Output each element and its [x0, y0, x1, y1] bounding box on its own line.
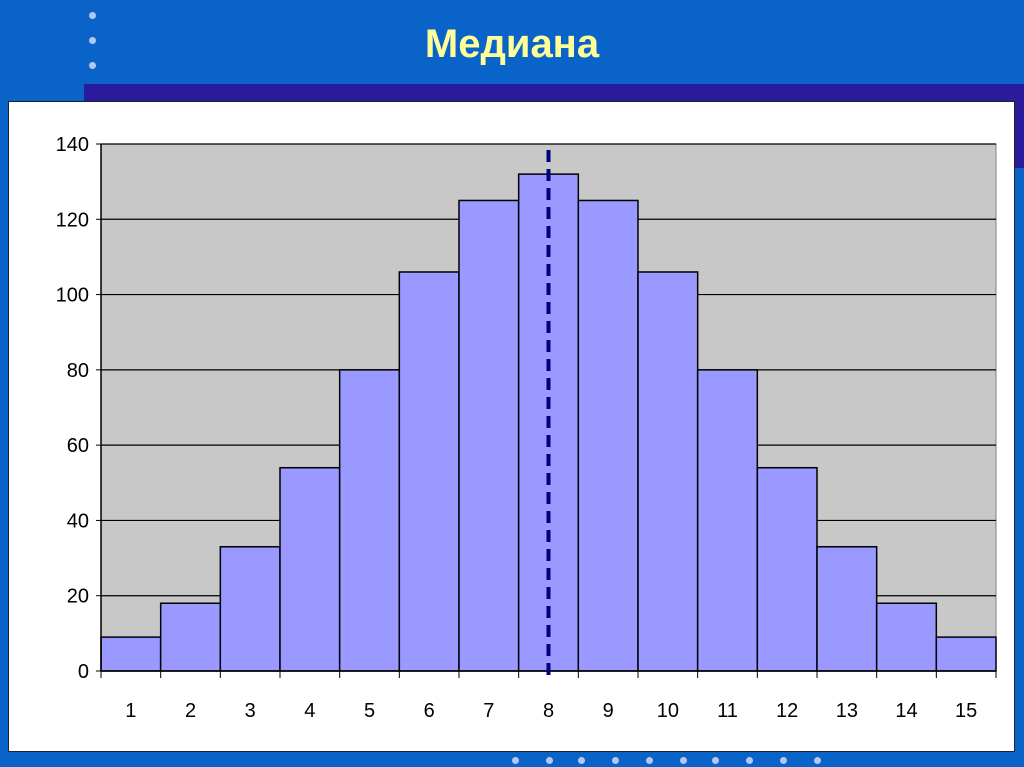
- decor-dot: [578, 757, 585, 764]
- bar-14: [875, 602, 938, 672]
- y-tick-label: 120: [56, 209, 89, 231]
- x-tick-label: 7: [483, 700, 494, 722]
- decor-dot: [89, 12, 96, 19]
- decor-dot: [680, 757, 687, 764]
- y-tick-label: 100: [56, 285, 89, 307]
- bar-2: [159, 602, 222, 672]
- x-tick-label: 2: [185, 700, 196, 722]
- bar-4: [279, 466, 341, 672]
- y-tick-label: 80: [67, 360, 89, 382]
- chart-area: 0 20 40 60 80 100 120 140 1 2 3 4 5 6 7 8 9 10 11 12 13 14 15: [8, 101, 1015, 752]
- x-tick-label: 13: [836, 700, 858, 722]
- x-tick-label: 11: [717, 700, 738, 722]
- y-tick-label: 60: [67, 435, 89, 457]
- x-tick-label: 10: [657, 700, 679, 722]
- y-tick-label: 140: [56, 134, 89, 156]
- bar-10: [637, 271, 699, 672]
- bar-11: [696, 369, 759, 672]
- bar-7: [458, 199, 520, 672]
- decor-dot: [712, 757, 719, 764]
- x-tick-label: 6: [424, 700, 435, 722]
- bar-5: [338, 369, 401, 672]
- x-tick-label: 9: [603, 700, 614, 722]
- decor-dot: [746, 757, 753, 764]
- x-tick-label: 5: [364, 700, 375, 722]
- x-tick-label: 15: [955, 700, 977, 722]
- decor-dot: [814, 757, 821, 764]
- x-tick-label: 1: [125, 700, 136, 722]
- bar-6: [398, 271, 460, 672]
- x-tick-label: 12: [776, 700, 798, 722]
- decor-dot: [89, 62, 96, 69]
- y-tick-label: 20: [67, 586, 89, 608]
- bar-13: [816, 546, 878, 672]
- bar-1: [100, 636, 162, 672]
- x-tick-label: 3: [245, 700, 256, 722]
- bar-12: [756, 466, 818, 672]
- x-tick-label: 4: [304, 700, 315, 722]
- slide-title: Медиана: [424, 22, 600, 66]
- decor-dot: [646, 757, 653, 764]
- x-tick-label: 14: [895, 700, 917, 722]
- decor-dot: [512, 757, 519, 764]
- y-tick-label: 0: [78, 661, 89, 683]
- bar-3: [219, 546, 281, 672]
- bar-15: [935, 636, 997, 672]
- decor-dot: [780, 757, 787, 764]
- decor-dot: [546, 757, 553, 764]
- decor-dot: [612, 757, 619, 764]
- x-tick-label: 8: [543, 700, 554, 722]
- decor-dot: [89, 37, 96, 44]
- y-tick-label: 40: [67, 510, 89, 532]
- bar-9: [577, 199, 639, 672]
